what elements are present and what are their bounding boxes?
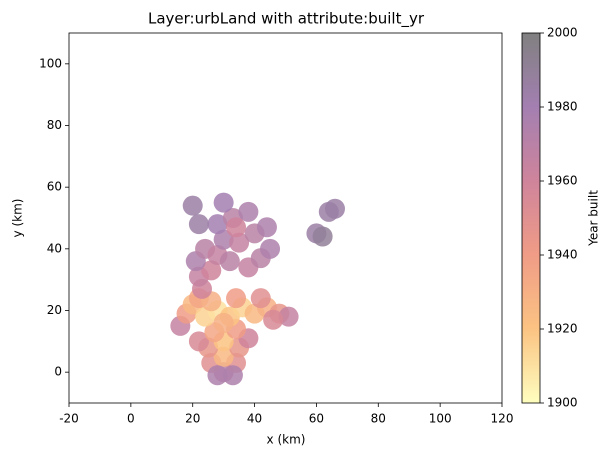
- x-tick-label: 40: [247, 412, 262, 426]
- raster-cell: [219, 251, 240, 272]
- y-tick-label: 40: [47, 241, 62, 255]
- x-tick-label: 80: [371, 412, 386, 426]
- x-tick-label: 20: [185, 412, 200, 426]
- y-tick-label: 20: [47, 303, 62, 317]
- x-axis-label: x (km): [267, 433, 306, 447]
- chart-title: Layer:urbLand with attribute:built_yr: [148, 10, 425, 29]
- x-tick-label: 60: [309, 412, 324, 426]
- colorbar-tick-label: 2000: [547, 26, 578, 40]
- colorbar-tick-label: 1900: [547, 396, 578, 410]
- raster-cell: [312, 226, 333, 247]
- raster-cell: [201, 260, 222, 281]
- raster-cell: [250, 288, 271, 309]
- raster-cell: [188, 331, 209, 352]
- raster-cell: [222, 365, 243, 386]
- raster-cell: [182, 195, 203, 216]
- raster-cell: [256, 217, 277, 238]
- raster-cell: [229, 232, 250, 253]
- raster-cell: [226, 217, 247, 238]
- raster-cell: [188, 214, 209, 235]
- x-tick-label: 100: [429, 412, 452, 426]
- raster: [170, 192, 345, 386]
- y-tick-label: 0: [54, 365, 62, 379]
- raster-cell: [278, 306, 299, 327]
- raster-cell: [213, 312, 234, 333]
- y-tick-label: 60: [47, 180, 62, 194]
- colorbar-tick-label: 1940: [547, 248, 578, 262]
- raster-cell: [260, 238, 281, 259]
- raster-cell: [238, 201, 259, 222]
- x-tick-label: 0: [127, 412, 135, 426]
- y-tick-label: 100: [39, 56, 62, 70]
- raster-cell: [213, 346, 234, 367]
- raster-cell: [207, 214, 228, 235]
- plot-frame: [68, 32, 503, 404]
- y-tick-label: 80: [47, 118, 62, 132]
- x-tick-label: 120: [491, 412, 514, 426]
- raster-cell: [226, 288, 247, 309]
- y-axis-label: y (km): [11, 199, 25, 238]
- colorbar: [521, 32, 541, 404]
- raster-cell: [263, 309, 284, 330]
- colorbar-tick-label: 1960: [547, 174, 578, 188]
- raster-cell: [324, 198, 345, 219]
- colorbar-label: Year built: [587, 190, 601, 247]
- raster-cell: [207, 365, 228, 386]
- colorbar-tick-label: 1920: [547, 322, 578, 336]
- raster-cell: [213, 192, 234, 213]
- x-tick-label: -20: [59, 412, 79, 426]
- colorbar-tick-label: 1980: [547, 100, 578, 114]
- raster-cell: [213, 229, 234, 250]
